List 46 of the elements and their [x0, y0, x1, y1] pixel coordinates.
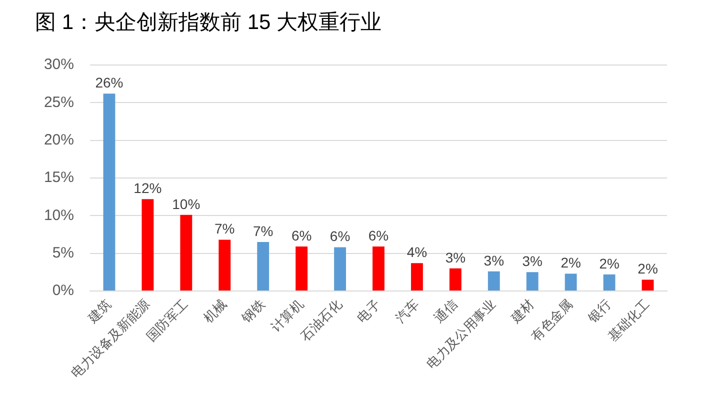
data-label: 26% — [95, 74, 124, 90]
data-label: 6% — [368, 227, 389, 244]
y-tick-label: 15% — [44, 169, 74, 186]
bar — [411, 263, 423, 290]
data-label: 6% — [330, 228, 350, 244]
data-label: 3% — [484, 252, 504, 268]
data-label: 2% — [638, 260, 658, 277]
bar — [449, 268, 462, 290]
x-tick-label: 建材 — [507, 296, 538, 326]
data-label: 3% — [445, 249, 466, 266]
bar — [257, 242, 270, 290]
bar — [218, 240, 231, 290]
data-label: 4% — [406, 244, 428, 260]
data-label: 12% — [134, 180, 162, 196]
y-tick-label: 20% — [44, 131, 74, 148]
y-tick-label: 5% — [52, 244, 74, 262]
bar — [103, 94, 116, 290]
y-tick-label: 10% — [44, 206, 74, 224]
chart-title: 图 1：央企创新指数前 15 大权重行业 — [35, 10, 382, 36]
bar — [642, 280, 654, 290]
data-label: 2% — [599, 255, 620, 272]
bar — [180, 214, 192, 290]
y-tick-label: 30% — [44, 56, 74, 74]
data-label: 7% — [252, 222, 274, 239]
x-tick-label: 银行 — [584, 296, 614, 326]
bar — [488, 271, 500, 290]
bar — [296, 246, 308, 290]
bar — [334, 247, 346, 290]
x-tick-label: 汽车 — [392, 296, 422, 326]
x-tick-label: 电子 — [354, 296, 384, 326]
data-label: 7% — [214, 220, 235, 237]
x-tick-label: 机械 — [200, 296, 230, 326]
bar — [372, 246, 384, 290]
bar — [564, 274, 577, 290]
x-tick-label: 通信 — [431, 296, 460, 326]
data-label: 3% — [522, 253, 542, 270]
x-tick-label: 建筑 — [84, 296, 114, 326]
y-tick-label: 25% — [44, 94, 74, 111]
x-tick-label: 钢铁 — [238, 296, 268, 326]
bar — [142, 199, 154, 290]
bar — [526, 272, 538, 290]
data-label: 2% — [560, 254, 581, 271]
data-label: 6% — [291, 227, 312, 244]
bar — [603, 274, 616, 290]
y-tick-label: 0% — [52, 282, 74, 300]
data-label: 10% — [172, 196, 200, 212]
